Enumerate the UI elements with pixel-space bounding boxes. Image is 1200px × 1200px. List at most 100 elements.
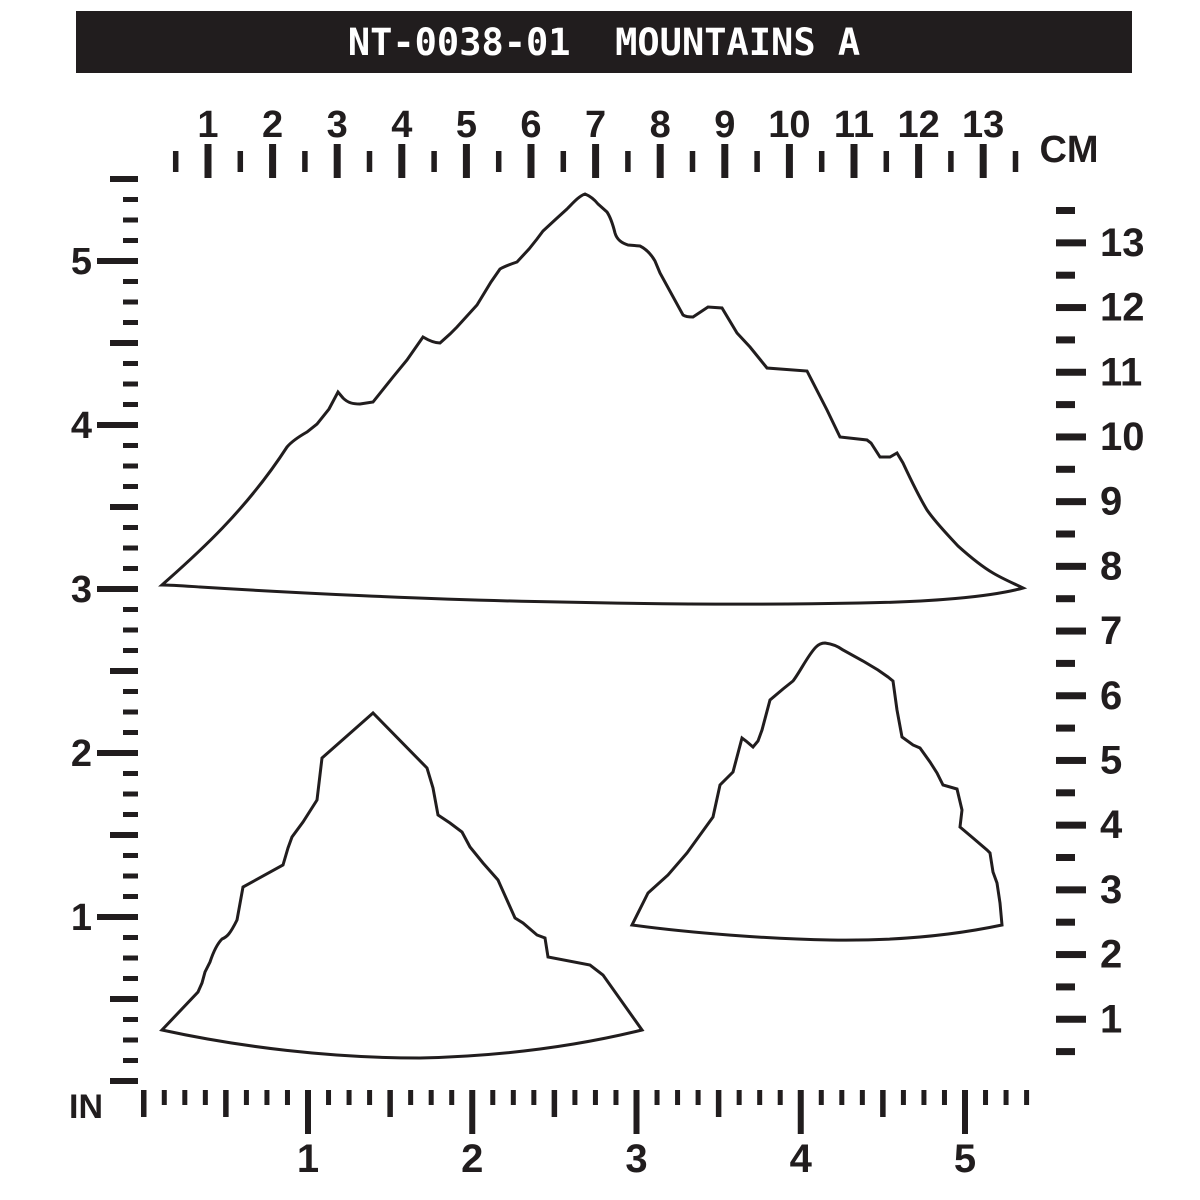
half-inch-tick bbox=[110, 1078, 138, 1084]
half-inch-tick bbox=[110, 668, 138, 674]
eighth-inch-tick bbox=[531, 1090, 537, 1105]
eighth-inch-tick bbox=[941, 1090, 947, 1105]
cm-tick bbox=[269, 144, 277, 178]
cm-number: 4 bbox=[391, 104, 412, 146]
eighth-inch-tick bbox=[490, 1090, 496, 1105]
eighth-inch-tick bbox=[243, 1090, 249, 1105]
cm-number: 13 bbox=[962, 104, 1004, 146]
eighth-inch-tick bbox=[1003, 1090, 1009, 1105]
half-cm-tick bbox=[560, 151, 567, 172]
half-cm-tick bbox=[1056, 789, 1075, 797]
cm-tick bbox=[656, 144, 664, 178]
cm-number: 5 bbox=[456, 104, 477, 146]
inch-number: 1 bbox=[297, 1137, 319, 1181]
inch-tick bbox=[633, 1090, 640, 1134]
medium-mountain bbox=[159, 710, 645, 1060]
eighth-inch-tick bbox=[367, 1090, 373, 1105]
cm-tick bbox=[785, 144, 793, 178]
half-cm-tick bbox=[1056, 530, 1075, 538]
eighth-inch-tick bbox=[123, 689, 138, 694]
inch-tick bbox=[97, 422, 138, 428]
cm-tick bbox=[721, 144, 729, 178]
inch-tick bbox=[97, 750, 138, 756]
eighth-inch-tick bbox=[613, 1090, 619, 1105]
eighth-inch-tick bbox=[818, 1090, 824, 1105]
inch-tick bbox=[97, 586, 138, 592]
cm-number: 1 bbox=[197, 104, 218, 146]
half-cm-tick bbox=[172, 151, 179, 172]
inch-number: 4 bbox=[790, 1137, 813, 1181]
half-inch-tick bbox=[715, 1090, 722, 1117]
eighth-inch-tick bbox=[123, 771, 138, 776]
cm-tick bbox=[1056, 821, 1086, 829]
half-inch-tick bbox=[387, 1090, 393, 1117]
cm-tick bbox=[915, 144, 923, 178]
eighth-inch-tick bbox=[757, 1090, 763, 1105]
cm-number: 6 bbox=[520, 104, 541, 146]
cm-number: 6 bbox=[1100, 674, 1122, 718]
eighth-inch-tick bbox=[695, 1090, 701, 1105]
eighth-inch-tick bbox=[123, 791, 138, 797]
cm-number: 12 bbox=[1100, 286, 1145, 330]
cm-number: 8 bbox=[650, 104, 671, 146]
cm-number: 3 bbox=[1100, 868, 1122, 912]
eighth-inch-tick bbox=[654, 1090, 660, 1105]
eighth-inch-tick bbox=[449, 1090, 455, 1105]
eighth-inch-tick bbox=[983, 1090, 989, 1105]
half-cm-tick bbox=[818, 151, 825, 172]
eighth-inch-tick bbox=[736, 1090, 742, 1105]
half-inch-tick bbox=[110, 504, 138, 510]
inch-number: 5 bbox=[71, 241, 92, 283]
eighth-inch-tick bbox=[123, 484, 138, 489]
eighth-inch-tick bbox=[123, 299, 138, 305]
cm-unit-label: CM bbox=[1039, 129, 1098, 171]
eighth-inch-tick bbox=[123, 402, 138, 407]
cm-number: 9 bbox=[714, 104, 735, 146]
inch-number: 3 bbox=[71, 569, 92, 611]
inch-tick bbox=[97, 914, 138, 920]
inch-number: 1 bbox=[71, 897, 92, 939]
eighth-inch-tick bbox=[123, 812, 138, 817]
cm-tick bbox=[1056, 498, 1086, 506]
cm-tick bbox=[204, 144, 212, 178]
half-inch-tick bbox=[110, 832, 138, 838]
cm-number: 11 bbox=[834, 104, 874, 146]
eighth-inch-tick bbox=[123, 607, 138, 612]
eighth-inch-tick bbox=[123, 525, 138, 530]
half-inch-tick bbox=[880, 1090, 886, 1117]
cm-number: 1 bbox=[1100, 997, 1122, 1041]
small-mountain bbox=[629, 641, 1004, 942]
half-cm-tick bbox=[1012, 151, 1019, 172]
in-unit-label: IN bbox=[69, 1088, 103, 1126]
eighth-inch-tick bbox=[123, 1017, 138, 1022]
eighth-inch-tick bbox=[123, 545, 138, 551]
cm-number: 8 bbox=[1100, 544, 1122, 588]
cm-number: 13 bbox=[1100, 221, 1145, 265]
cm-tick bbox=[1056, 304, 1086, 312]
cm-tick bbox=[979, 144, 987, 178]
large-mountain bbox=[158, 192, 1028, 606]
cm-number: 7 bbox=[585, 104, 606, 146]
eighth-inch-tick bbox=[123, 238, 138, 243]
inch-tick bbox=[469, 1090, 476, 1134]
inch-number: 2 bbox=[71, 733, 92, 775]
cm-number: 12 bbox=[897, 104, 939, 146]
cm-number: 9 bbox=[1100, 480, 1122, 524]
eighth-inch-tick bbox=[123, 320, 138, 325]
cm-tick bbox=[850, 144, 858, 178]
half-inch-tick bbox=[110, 340, 138, 346]
half-cm-tick bbox=[495, 151, 502, 172]
cm-tick bbox=[527, 144, 535, 178]
eighth-inch-tick bbox=[408, 1090, 414, 1105]
eighth-inch-tick bbox=[346, 1090, 352, 1105]
inch-number: 3 bbox=[625, 1137, 647, 1181]
eighth-inch-tick bbox=[123, 443, 138, 448]
half-cm-tick bbox=[1056, 401, 1075, 409]
half-inch-tick bbox=[110, 996, 138, 1002]
eighth-inch-tick bbox=[123, 935, 138, 940]
half-cm-tick bbox=[1056, 983, 1075, 991]
eighth-inch-tick bbox=[572, 1090, 578, 1105]
eighth-inch-tick bbox=[777, 1090, 783, 1105]
right-cm-ruler: 13 12 11 10 9 8 7 6 5 4 3 2 1 bbox=[1056, 207, 1145, 1056]
